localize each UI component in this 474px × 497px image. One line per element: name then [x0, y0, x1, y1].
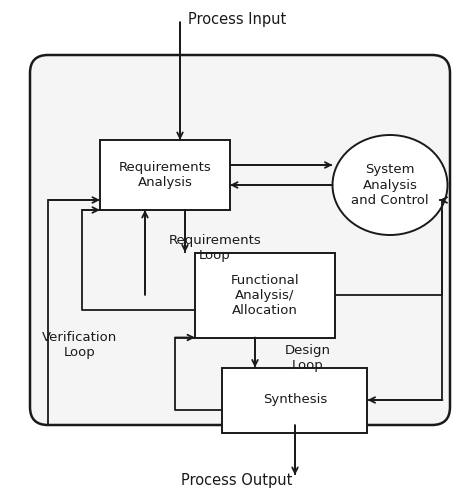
FancyBboxPatch shape: [222, 367, 367, 432]
Text: Requirements
Loop: Requirements Loop: [169, 234, 261, 262]
Text: System
Analysis
and Control: System Analysis and Control: [351, 164, 429, 206]
Text: Process Input: Process Input: [188, 12, 286, 27]
Text: Requirements
Analysis: Requirements Analysis: [118, 161, 211, 189]
Text: Process Output: Process Output: [182, 473, 292, 488]
Text: Design
Loop: Design Loop: [285, 344, 331, 372]
Text: Functional
Analysis/
Allocation: Functional Analysis/ Allocation: [231, 273, 299, 317]
Text: Verification
Loop: Verification Loop: [42, 331, 118, 359]
FancyBboxPatch shape: [195, 252, 335, 337]
Ellipse shape: [332, 135, 447, 235]
Text: Synthesis: Synthesis: [263, 394, 327, 407]
FancyBboxPatch shape: [30, 55, 450, 425]
FancyBboxPatch shape: [100, 140, 230, 210]
